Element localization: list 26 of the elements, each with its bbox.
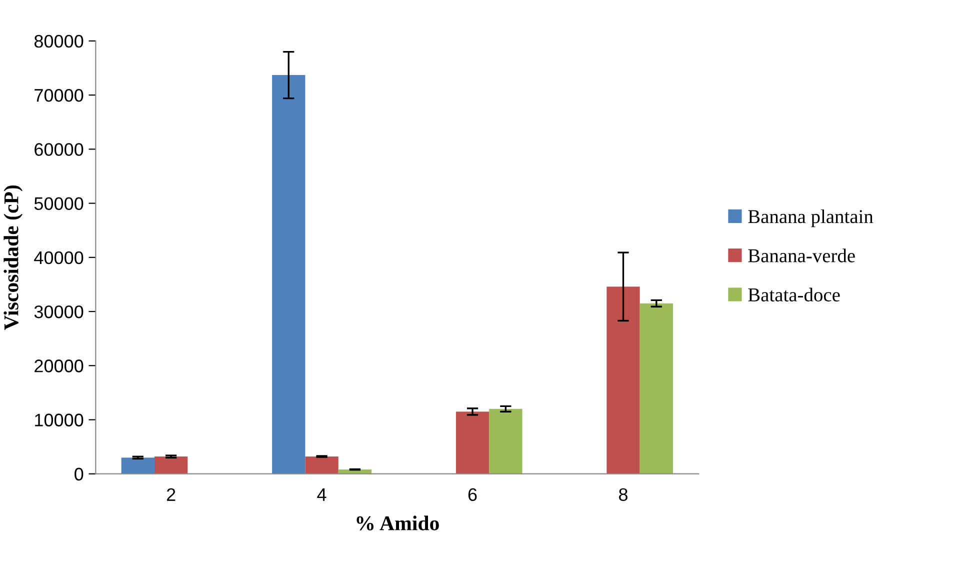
legend-label: Banana plantain — [748, 210, 874, 228]
bar — [489, 408, 522, 474]
y-tick-label: 10000 — [35, 414, 84, 426]
bar — [456, 412, 490, 474]
y-tick-label: 50000 — [34, 197, 84, 210]
bar — [121, 458, 154, 474]
legend-label: Batata-doce — [748, 288, 840, 302]
y-tick-label: 30000 — [34, 305, 84, 318]
bar — [305, 456, 338, 474]
bar — [272, 75, 306, 474]
y-tick-label: 70000 — [34, 88, 84, 102]
y-tick-label: 60000 — [34, 143, 84, 156]
bar — [640, 303, 673, 474]
bar — [606, 286, 640, 474]
y-tick-label: 80000 — [34, 34, 84, 48]
y-tick-label: 0 — [74, 468, 84, 481]
x-tick-label: 8 — [619, 488, 628, 501]
y-tick-label: 20000 — [34, 360, 84, 372]
bar — [154, 456, 188, 474]
x-axis-title: % Amido — [356, 516, 439, 530]
legend-label: Banana-verde — [748, 248, 855, 262]
x-tick-label: 4 — [317, 488, 326, 501]
x-tick-label: 2 — [166, 488, 176, 501]
x-tick-label: 6 — [468, 488, 477, 501]
y-axis-title: Viscosidade (cP) — [4, 186, 23, 330]
y-tick-label: 40000 — [34, 251, 84, 264]
